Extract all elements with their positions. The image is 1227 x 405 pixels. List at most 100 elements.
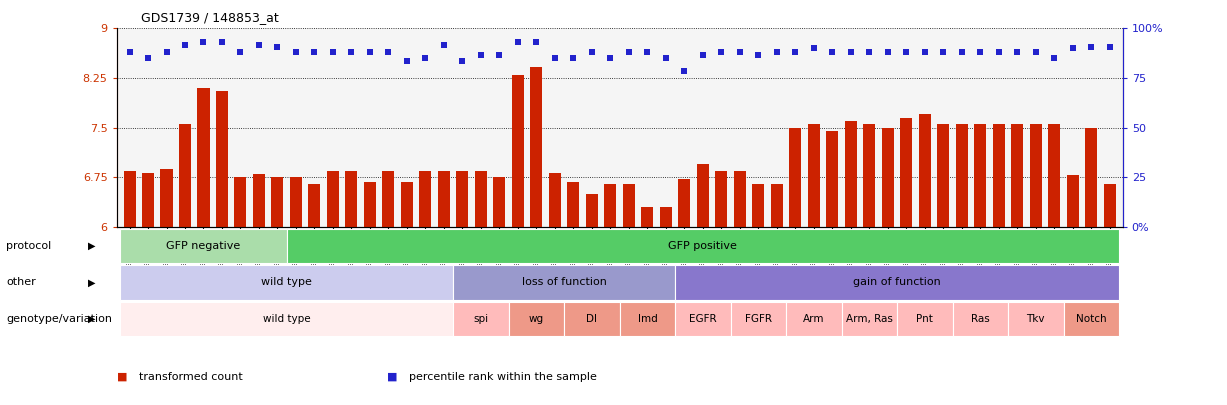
Point bbox=[656, 55, 676, 62]
Point bbox=[267, 44, 287, 50]
Bar bbox=[475, 171, 487, 227]
Point bbox=[398, 58, 417, 65]
Bar bbox=[287, 229, 1119, 263]
Text: Arm, Ras: Arm, Ras bbox=[845, 314, 893, 324]
Point bbox=[879, 48, 898, 55]
Point bbox=[139, 55, 158, 62]
Point bbox=[341, 48, 361, 55]
Point bbox=[915, 48, 935, 55]
Bar bbox=[730, 302, 787, 336]
Point bbox=[194, 38, 213, 45]
Bar bbox=[346, 171, 357, 227]
Text: GFP negative: GFP negative bbox=[167, 241, 240, 251]
Point bbox=[157, 48, 177, 55]
Text: ▶: ▶ bbox=[88, 314, 96, 324]
Point bbox=[1026, 48, 1045, 55]
Point bbox=[1044, 55, 1064, 62]
Bar bbox=[1009, 302, 1064, 336]
Bar bbox=[620, 302, 675, 336]
Point bbox=[897, 48, 917, 55]
Bar bbox=[952, 302, 1009, 336]
Point bbox=[712, 48, 731, 55]
Point bbox=[361, 48, 380, 55]
Point bbox=[804, 45, 823, 51]
Bar bbox=[120, 302, 453, 336]
Point bbox=[526, 38, 546, 45]
Bar bbox=[937, 124, 950, 227]
Bar bbox=[807, 124, 820, 227]
Bar bbox=[901, 118, 913, 227]
Bar bbox=[842, 302, 897, 336]
Point bbox=[1063, 45, 1082, 51]
Text: spi: spi bbox=[474, 314, 488, 324]
Point bbox=[434, 42, 454, 48]
Text: transformed count: transformed count bbox=[139, 372, 243, 382]
Point bbox=[175, 42, 195, 48]
Bar bbox=[771, 184, 783, 227]
Text: Tkv: Tkv bbox=[1027, 314, 1045, 324]
Text: wg: wg bbox=[529, 314, 544, 324]
Point bbox=[638, 48, 658, 55]
Bar bbox=[161, 169, 173, 227]
Text: wild type: wild type bbox=[261, 277, 312, 288]
Bar bbox=[679, 179, 691, 227]
Bar bbox=[124, 171, 135, 227]
Point bbox=[1007, 48, 1027, 55]
Bar bbox=[530, 67, 542, 227]
Text: loss of function: loss of function bbox=[521, 277, 606, 288]
Text: Ras: Ras bbox=[971, 314, 990, 324]
Bar bbox=[512, 75, 524, 227]
Point bbox=[859, 48, 879, 55]
Point bbox=[508, 38, 528, 45]
Bar bbox=[623, 184, 634, 227]
Bar bbox=[564, 302, 620, 336]
Point bbox=[934, 48, 953, 55]
Point bbox=[989, 48, 1009, 55]
Bar bbox=[845, 121, 856, 227]
Text: wild type: wild type bbox=[263, 314, 310, 324]
Point bbox=[304, 48, 324, 55]
Point bbox=[675, 68, 694, 75]
Text: ■: ■ bbox=[387, 372, 398, 382]
Point bbox=[582, 48, 601, 55]
Point bbox=[416, 55, 436, 62]
Bar bbox=[308, 184, 320, 227]
Point bbox=[822, 48, 842, 55]
Text: GFP positive: GFP positive bbox=[669, 241, 737, 251]
Bar bbox=[438, 171, 450, 227]
Bar bbox=[271, 177, 283, 227]
Text: Dl: Dl bbox=[587, 314, 598, 324]
Text: Imd: Imd bbox=[638, 314, 658, 324]
Text: gain of function: gain of function bbox=[853, 277, 941, 288]
Text: Arm: Arm bbox=[804, 314, 825, 324]
Bar bbox=[715, 171, 728, 227]
Text: ▶: ▶ bbox=[88, 241, 96, 251]
Point bbox=[971, 48, 990, 55]
Point bbox=[563, 55, 583, 62]
Text: ■: ■ bbox=[117, 372, 128, 382]
Bar bbox=[675, 265, 1119, 300]
Text: GDS1739 / 148853_at: GDS1739 / 148853_at bbox=[141, 11, 279, 24]
Point bbox=[840, 48, 860, 55]
Bar bbox=[585, 194, 598, 227]
Bar bbox=[974, 124, 987, 227]
Bar bbox=[789, 128, 801, 227]
Bar bbox=[120, 265, 453, 300]
Bar bbox=[383, 171, 394, 227]
Bar bbox=[787, 302, 842, 336]
Point bbox=[120, 48, 140, 55]
Bar bbox=[1011, 124, 1023, 227]
Bar bbox=[919, 114, 931, 227]
Point bbox=[453, 58, 472, 65]
Bar bbox=[956, 124, 968, 227]
Point bbox=[767, 48, 787, 55]
Point bbox=[620, 48, 639, 55]
Bar bbox=[1085, 128, 1097, 227]
Point bbox=[693, 51, 713, 58]
Text: other: other bbox=[6, 277, 36, 288]
Bar bbox=[493, 177, 506, 227]
Bar bbox=[642, 207, 654, 227]
Bar bbox=[605, 184, 616, 227]
Bar bbox=[453, 302, 509, 336]
Text: Notch: Notch bbox=[1076, 314, 1107, 324]
